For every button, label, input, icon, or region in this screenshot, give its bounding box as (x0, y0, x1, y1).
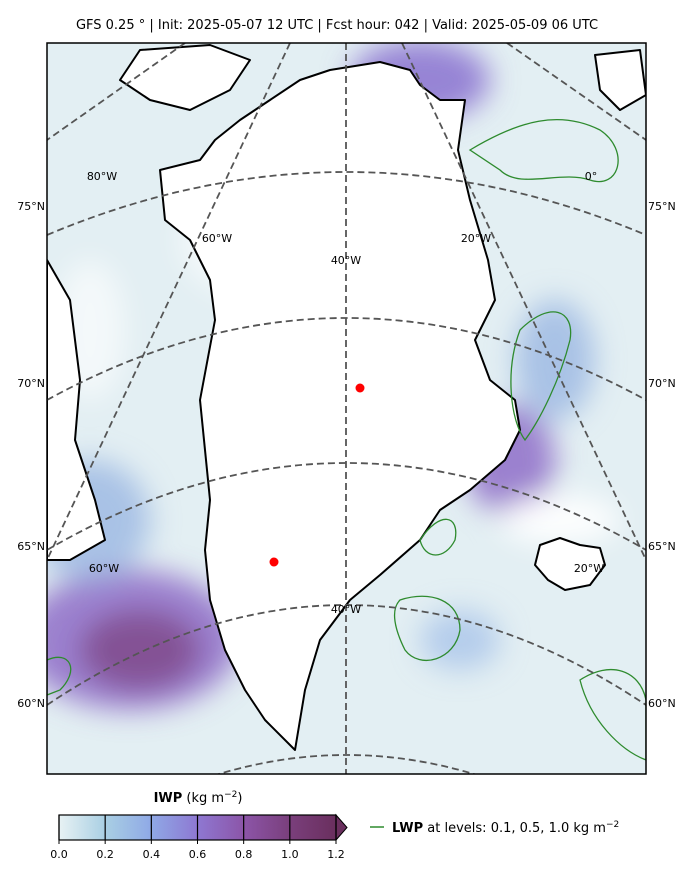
colorbar-tick-label: 0.6 (189, 848, 207, 861)
lat-label: 60°N (648, 697, 676, 710)
lon-label: 60°W (202, 232, 232, 245)
colorbar-title-unit: (kg m (186, 791, 224, 806)
map-frame (46, 42, 647, 775)
colorbar-tick-label: 1.2 (327, 848, 345, 861)
lon-label: 40°W (331, 603, 361, 616)
baffin-island (47, 259, 106, 561)
colorbar-tick-label: 0.2 (96, 848, 114, 861)
ellesmere (119, 44, 251, 111)
graticule (47, 43, 646, 774)
lat-label: 60°N (17, 697, 45, 710)
lon-label: 20°W (461, 232, 491, 245)
svalbard (594, 49, 646, 111)
station-marker (355, 383, 365, 393)
greenland (159, 61, 521, 751)
colorbar: 0.0 0.2 0.4 0.6 0.8 1.0 1.2 (50, 813, 348, 861)
lon-label: 20°W (574, 562, 604, 575)
lwp-contours (47, 119, 646, 761)
lon-label: 40°W (331, 254, 361, 267)
lat-label: 65°N (17, 540, 45, 553)
colorbar-tick-label: 1.0 (281, 848, 299, 861)
lon-label: 0° (585, 170, 598, 183)
title: GFS 0.25 ° | Init: 2025-05-07 12 UTC | F… (76, 18, 598, 33)
lat-label: 70°N (648, 377, 676, 390)
iceland (534, 537, 606, 591)
lat-label: 70°N (17, 377, 45, 390)
colorbar-tick-label: 0.4 (143, 848, 161, 861)
colorbar-tick-label: 0.0 (50, 848, 68, 861)
colorbar-tick-label: 0.8 (235, 848, 253, 861)
station-marker (269, 557, 279, 567)
colorbar-title-exponent: −2 (224, 790, 237, 800)
legend-exponent: −2 (606, 820, 619, 830)
lat-label: 75°N (17, 200, 45, 213)
legend-name: LWP (392, 821, 423, 836)
colorbar-title-close: ) (237, 791, 242, 806)
lat-labels: 75°N 70°N 65°N 60°N 75°N 70°N 65°N 60°N (17, 200, 675, 710)
lon-labels: 80°W 60°W 40°W 20°W 0° 60°W 40°W 20°W (87, 170, 604, 616)
lat-label: 65°N (648, 540, 676, 553)
lon-label: 80°W (87, 170, 117, 183)
legend-text: LWP at levels: 0.1, 0.5, 1.0 kg m−2 (392, 820, 619, 836)
lon-label: 60°W (89, 562, 119, 575)
legend-label: at levels: 0.1, 0.5, 1.0 kg m (427, 821, 606, 836)
colorbar-extend (335, 813, 348, 842)
colorbar-title-name: IWP (154, 791, 183, 806)
map-area: 80°W 60°W 40°W 20°W 0° 60°W 40°W 20°W (47, 43, 646, 774)
lat-label: 75°N (648, 200, 676, 213)
colorbar-title: IWP (kg m−2) (154, 790, 243, 806)
